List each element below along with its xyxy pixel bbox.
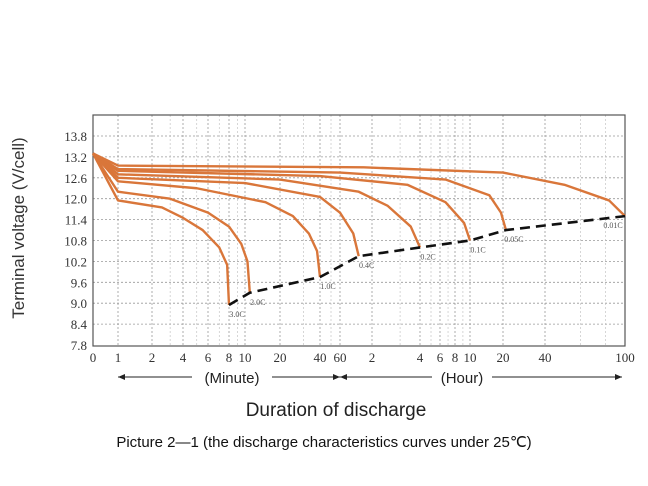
curve-0.01C <box>92 152 626 217</box>
end-voltage-line <box>228 214 626 307</box>
y-tick-label: 13.8 <box>64 129 87 144</box>
x-tick-label: 10 <box>239 350 252 365</box>
y-tick-label: 12.6 <box>64 171 87 186</box>
curve-label-1.0C: 1.0C <box>320 282 335 291</box>
y-tick-label: 9.0 <box>71 296 87 311</box>
x-tick-label: 8 <box>452 350 459 365</box>
curve-label-2.0C: 2.0C <box>250 298 265 307</box>
x-tick-label: 6 <box>205 350 212 365</box>
y-tick-label: 11.4 <box>65 213 88 228</box>
figure-caption: Picture 2—1 (the discharge characteristi… <box>116 434 532 451</box>
x-tick-label: 10 <box>464 350 477 365</box>
y-tick-label: 10.8 <box>64 234 87 249</box>
arrow-head-icon <box>615 374 622 380</box>
x-tick-label: 0 <box>90 350 97 365</box>
x-tick-label: 4 <box>417 350 424 365</box>
hour-unit-label: (Hour) <box>441 370 484 387</box>
curve-label-0.1C: 0.1C <box>470 246 485 255</box>
curve-3.0C <box>91 152 231 305</box>
x-tick-label: 2 <box>149 350 156 365</box>
y-tick-label: 9.6 <box>71 275 88 290</box>
y-tick-label: 10.2 <box>64 254 87 269</box>
x-tick-label: 40 <box>539 350 552 365</box>
y-tick-label: 8.4 <box>71 317 88 332</box>
y-tick-label: 7.8 <box>71 338 87 353</box>
x-tick-label: 6 <box>437 350 444 365</box>
curve-label-0.05C: 0.05C <box>504 235 523 244</box>
x-tick-label: 60 <box>334 350 347 365</box>
curve-0.05C <box>92 152 508 231</box>
curve-label-0.4C: 0.4C <box>359 261 374 270</box>
x-tick-label: 2 <box>369 350 376 365</box>
arrow-head-icon <box>333 374 340 380</box>
y-tick-label: 13.2 <box>64 150 87 165</box>
arrow-head-icon <box>340 374 347 380</box>
minute-unit-label: (Minute) <box>204 370 259 387</box>
plot-frame <box>92 114 626 347</box>
curve-0.2C <box>92 152 422 248</box>
x-tick-label: 1 <box>115 350 122 365</box>
curve-0.4C <box>92 152 360 257</box>
y-tick-label: 12.0 <box>64 192 87 207</box>
x-tick-label: 40 <box>314 350 327 365</box>
x-tick-label: 8 <box>226 350 233 365</box>
curve-label-0.2C: 0.2C <box>420 252 435 261</box>
curve-label-0.01C: 0.01C <box>603 221 622 230</box>
label-bg <box>192 367 272 387</box>
curve-0.1C <box>92 152 472 241</box>
x-axis-title: Duration of discharge <box>246 400 427 421</box>
y-axis-title: Terminal voltage (V/cell) <box>9 137 28 318</box>
label-bg <box>432 367 492 387</box>
x-tick-label: 20 <box>274 350 287 365</box>
x-tick-label: 20 <box>497 350 510 365</box>
x-tick-label: 100 <box>615 350 635 365</box>
arrow-head-icon <box>118 374 125 380</box>
curve-2.0C <box>91 152 252 293</box>
curve-label-3.0C: 3.0C <box>229 310 244 319</box>
x-tick-label: 4 <box>180 350 187 365</box>
curve-1.0C <box>92 152 322 278</box>
